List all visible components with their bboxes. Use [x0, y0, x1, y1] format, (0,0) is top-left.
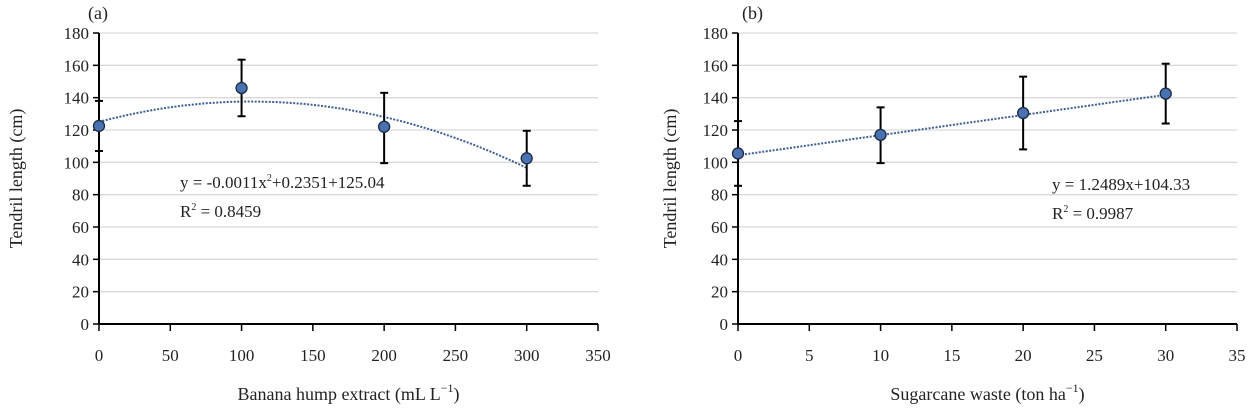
y-tick-label: 60	[711, 218, 728, 237]
data-point	[874, 128, 887, 142]
r-squared: R2 = 0.8459	[180, 202, 261, 221]
data-point	[92, 119, 106, 133]
x-tick-label: 300	[514, 346, 540, 365]
r-squared-sup: 2	[1063, 204, 1068, 215]
x-tick-label: 25	[1086, 346, 1103, 365]
r-squared-value: = 0.8459	[196, 202, 261, 221]
equation-text: y = -0.0011x	[180, 173, 267, 192]
x-tick-label: 15	[943, 346, 960, 365]
chart-panel-1: 0 20 40 60 80 100 120 140 160 180 0 5 10 15 20 25 30 35 (b…	[660, 3, 1246, 405]
y-tick-label: 100	[703, 153, 729, 172]
x-tick-label: 30	[1157, 346, 1174, 365]
x-tick-label: 5	[805, 346, 814, 365]
y-tick-label: 120	[64, 121, 90, 140]
trendline	[737, 93, 1166, 157]
y-tick-label: 80	[72, 186, 89, 205]
equation-line-1: y = -0.0011x2+0.2351+125.04	[180, 173, 385, 192]
x-tick-label: 350	[585, 346, 611, 365]
r-squared-text: R	[180, 202, 192, 221]
r-squared-value: = 0.9987	[1068, 204, 1133, 223]
data-point	[1016, 106, 1030, 120]
data-point	[1159, 87, 1172, 100]
y-tick-label: 140	[64, 89, 90, 108]
equation-sup: 2	[267, 173, 272, 184]
y-tick-label: 60	[72, 218, 89, 237]
x-axis-title-end: )	[1079, 384, 1085, 405]
panel-label: (a)	[88, 3, 108, 24]
y-tick-label: 180	[64, 24, 90, 43]
panel-label: (b)	[742, 3, 763, 24]
data-point	[235, 81, 248, 95]
y-axis-title: Tendril length (cm)	[6, 109, 27, 249]
x-tick-label: 200	[371, 346, 397, 365]
y-tick-label: 20	[72, 283, 89, 302]
y-tick-label: 40	[711, 250, 728, 269]
x-tick-label: 0	[734, 346, 743, 365]
x-tick-label: 10	[872, 346, 889, 365]
y-tick-label: 120	[703, 121, 729, 140]
y-tick-label: 0	[720, 315, 729, 334]
equation-text: y = 1.2489x+104.33	[1052, 175, 1190, 194]
x-axis-title-end: )	[454, 384, 460, 405]
y-tick-label: 160	[64, 56, 90, 75]
x-tick-label: 250	[443, 346, 469, 365]
x-tick-label: 20	[1015, 346, 1032, 365]
y-tick-label: 140	[703, 89, 729, 108]
x-axis-title-sup: −1	[441, 381, 454, 395]
chart-panel-0: 0 20 40 60 80 100 120 140 160 180 0 50 100 150 200 250 3…	[6, 3, 611, 405]
data-point	[520, 152, 533, 165]
x-tick-label: 0	[95, 346, 104, 365]
x-tick-label: 35	[1229, 346, 1246, 365]
y-tick-label: 180	[703, 24, 729, 43]
y-tick-label: 100	[64, 153, 90, 172]
x-axis-title: Sugarcane waste (ton ha−1)	[890, 381, 1084, 405]
x-tick-label: 150	[300, 346, 326, 365]
y-tick-label: 160	[703, 56, 729, 75]
equation-text-end: +0.2351+125.04	[272, 173, 385, 192]
x-tick-label: 50	[162, 346, 179, 365]
y-tick-label: 40	[72, 250, 89, 269]
y-axis-title: Tendril length (cm)	[660, 109, 681, 249]
y-tick-label: 0	[81, 315, 90, 334]
trendline	[98, 100, 528, 169]
x-axis-title-sup: −1	[1066, 381, 1079, 395]
x-axis-title-text: Sugarcane waste (ton ha	[890, 384, 1065, 405]
data-point	[731, 147, 745, 160]
x-axis-title: Banana hump extract (mL L−1)	[237, 381, 459, 405]
x-tick-label: 100	[229, 346, 255, 365]
data-point	[377, 120, 391, 133]
r-squared: R2 = 0.9987	[1052, 204, 1134, 223]
x-axis-title-text: Banana hump extract (mL L	[237, 384, 440, 405]
y-tick-label: 80	[711, 186, 728, 205]
r-squared-text: R	[1052, 204, 1064, 223]
equation-line-1: y = 1.2489x+104.33	[1052, 175, 1190, 194]
r-squared-sup: 2	[191, 202, 196, 213]
y-tick-label: 20	[711, 283, 728, 302]
